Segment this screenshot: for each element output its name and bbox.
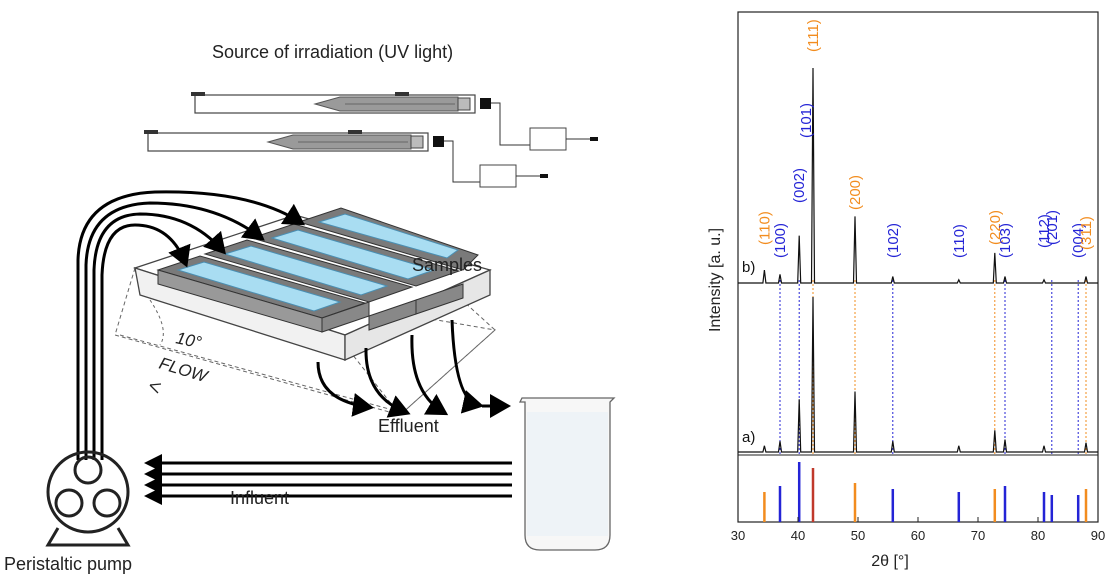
inlet-tubes [76, 190, 306, 460]
xrd-chart: b) a) (110) (100) (002) (101) (111) (200) (102)… [660, 0, 1109, 576]
series-label: a) [742, 429, 755, 446]
peak-annotation: (101) [798, 103, 815, 138]
x-tick-label: 30 [731, 528, 745, 543]
y-axis-label: Intensity [a. u.] [707, 228, 724, 332]
effluent-label: Effluent [378, 416, 439, 436]
uv-lamp-lower [144, 130, 548, 188]
peak-annotation: (102) [885, 223, 902, 258]
x-tick-label: 80 [1031, 528, 1045, 543]
series-group: b) a) [738, 67, 1098, 453]
pump-label: Peristaltic pump [4, 554, 132, 574]
x-tick-label: 40 [791, 528, 805, 543]
plot-frame [737, 11, 1099, 523]
peak-annotation: (110) [756, 211, 773, 245]
x-tick-label: 60 [911, 528, 925, 543]
angle-label: 10° [174, 328, 203, 352]
reference-lines [763, 462, 1088, 522]
x-axis-label: 2θ [°] [871, 553, 909, 570]
peak-annotation: (111) [805, 19, 822, 52]
peak-annotation: (002) [791, 168, 808, 203]
peak-annotation: (220) [987, 210, 1004, 245]
peak-annotation: (112) [1036, 214, 1053, 248]
peak-annotation: (201) [1044, 210, 1061, 245]
influent-label: Influent [230, 488, 289, 508]
dotted-guides [779, 280, 1087, 455]
peak-annotation: (103) [997, 223, 1014, 258]
series-line [738, 67, 1098, 284]
annotations: (110)(100)(002)(101)(111)(200)(102) (110)… [756, 19, 1095, 258]
beaker-icon [518, 397, 616, 551]
chart-svg: b)a) (110)(100)(002)(101)(111)(200)(102)… [707, 11, 1105, 570]
influent-arrows [144, 454, 512, 505]
peak-annotation: (200) [847, 175, 864, 210]
peak-annotation: (100) [772, 223, 789, 258]
outlet-arrows [316, 319, 511, 418]
series-line [738, 296, 1098, 453]
series-label: b) [742, 259, 755, 276]
peak-annotation: (004) [1070, 223, 1087, 258]
flow-label: FLOW [157, 354, 211, 387]
peak-annotation: (110) [951, 224, 968, 258]
sample-channels [156, 207, 479, 333]
x-axis-ticks: 30 40 50 60 70 80 90 [731, 517, 1105, 543]
peak-annotation: (311) [1078, 216, 1095, 250]
x-tick-label: 70 [971, 528, 985, 543]
setup-diagram: Source of irradiation (UV light) [4, 42, 616, 574]
flow-direction-icon [149, 383, 162, 394]
irradiation-title: Source of irradiation (UV light) [212, 42, 453, 62]
samples-label: Samples [412, 255, 482, 275]
setup-svg: Source of irradiation (UV light) [4, 42, 616, 574]
uv-lamp-upper [191, 92, 598, 151]
pump-icon [45, 450, 131, 547]
x-tick-label: 90 [1091, 528, 1105, 543]
angle-arc [149, 299, 164, 346]
x-tick-label: 50 [851, 528, 865, 543]
